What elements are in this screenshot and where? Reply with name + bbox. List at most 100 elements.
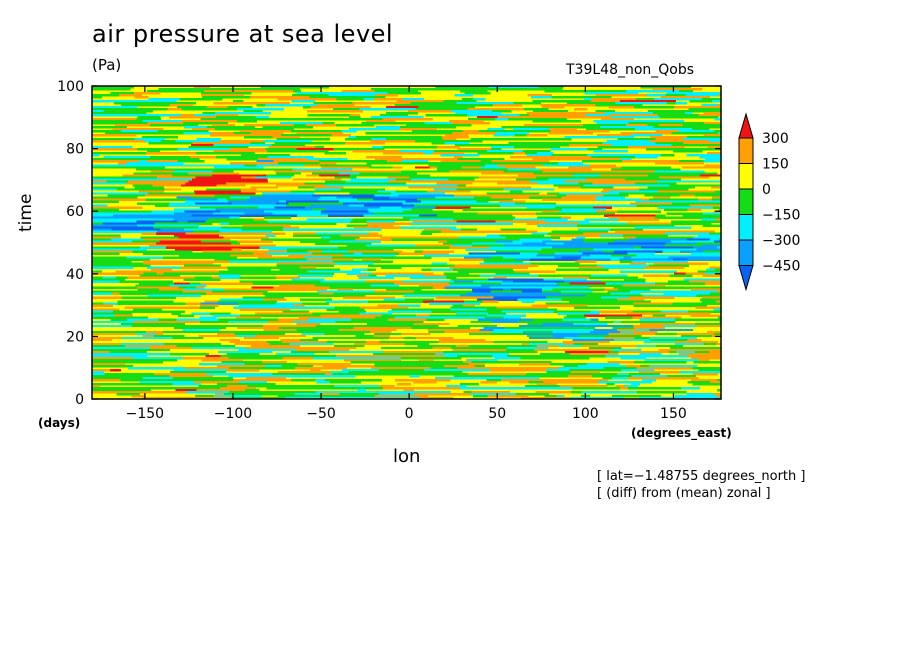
heatmap-cell <box>337 288 353 292</box>
heatmap-cell <box>720 294 721 298</box>
heatmap-cell <box>279 344 300 348</box>
heatmap-cell <box>173 170 213 173</box>
heatmap-cell <box>109 350 147 354</box>
heatmap-cell <box>193 380 240 384</box>
heatmap-cell <box>564 326 596 330</box>
heatmap-cell <box>196 370 227 374</box>
heatmap-cell <box>567 374 593 378</box>
heatmap-cell <box>711 100 721 103</box>
heatmap-cell <box>527 334 554 338</box>
heatmap-cell <box>450 278 489 282</box>
heatmap-cell <box>328 94 376 97</box>
heatmap-cell <box>566 314 585 318</box>
heatmap-cell <box>662 140 710 143</box>
heatmap-cell <box>488 278 544 282</box>
heatmap-cell <box>435 296 495 300</box>
heatmap-cell <box>680 250 704 253</box>
heatmap-cell <box>229 391 267 394</box>
heatmap-cell <box>491 320 520 324</box>
heatmap-cell <box>245 102 291 105</box>
heatmap-cell <box>416 324 439 328</box>
heatmap-cell <box>127 366 185 370</box>
heatmap-cell <box>228 200 280 203</box>
heatmap-cell <box>444 354 458 358</box>
heatmap-cell <box>213 395 262 398</box>
heatmap-cell <box>551 154 588 157</box>
heatmap-cell <box>281 340 328 344</box>
heatmap-cell <box>304 164 321 167</box>
heatmap-cell <box>541 198 597 201</box>
heatmap-cell <box>387 160 403 163</box>
heatmap-cell <box>517 174 574 177</box>
heatmap-cell <box>539 168 592 171</box>
heatmap-cell <box>110 318 128 322</box>
heatmap-cell <box>170 352 209 356</box>
heatmap-cell <box>412 332 431 336</box>
heatmap-cell <box>716 378 721 382</box>
heatmap-cell <box>629 290 685 294</box>
heatmap-cell <box>453 218 466 221</box>
heatmap-cell <box>196 90 205 93</box>
heatmap-cell <box>700 174 721 177</box>
heatmap-cell <box>404 370 454 374</box>
heatmap-cell <box>371 366 431 370</box>
heatmap-cell <box>577 228 612 231</box>
heatmap-cell <box>362 258 382 262</box>
heatmap-cell <box>698 358 710 362</box>
heatmap-cell <box>695 324 721 328</box>
heatmap-cell <box>230 214 281 217</box>
heatmap-cell <box>692 372 719 376</box>
heatmap-cell <box>134 138 165 141</box>
heatmap-cell <box>674 395 717 398</box>
heatmap-cell <box>640 198 650 201</box>
heatmap-cell <box>168 204 214 207</box>
heatmap-cell <box>669 184 715 187</box>
heatmap-cell <box>542 164 591 167</box>
heatmap-cell <box>620 158 632 161</box>
heatmap-cell <box>370 284 399 288</box>
heatmap-cell <box>132 184 154 187</box>
heatmap-cell <box>329 350 363 354</box>
heatmap-cell <box>467 108 525 111</box>
heatmap-cell <box>593 328 618 332</box>
heatmap-cell <box>153 372 207 376</box>
heatmap-cell <box>527 378 587 382</box>
heatmap-cell <box>206 378 235 382</box>
heatmap-cell <box>165 188 182 191</box>
heatmap-cell <box>704 164 721 167</box>
heatmap-cell <box>137 116 161 119</box>
heatmap-cell <box>545 302 580 306</box>
heatmap-cell <box>591 372 618 376</box>
heatmap-cell <box>617 210 661 213</box>
heatmap-cell <box>459 164 486 167</box>
heatmap-cell <box>377 304 399 308</box>
heatmap-cell <box>667 102 676 105</box>
heatmap-cell <box>177 148 231 151</box>
heatmap-cell <box>500 204 532 207</box>
heatmap-cell <box>687 352 721 356</box>
heatmap-cell <box>455 144 513 147</box>
heatmap-cell <box>296 148 335 151</box>
heatmap-cell <box>329 380 361 384</box>
heatmap-cell <box>570 370 600 374</box>
heatmap-cell <box>678 352 689 356</box>
heatmap-cell <box>441 136 469 139</box>
heatmap-cell <box>444 212 479 215</box>
heatmap-cell <box>201 240 238 243</box>
heatmap-cell <box>571 290 593 294</box>
heatmap-cell <box>621 166 672 169</box>
heatmap-cell <box>668 348 713 352</box>
heatmap-cell <box>348 136 357 139</box>
heatmap-cell <box>627 312 654 316</box>
heatmap-cell <box>443 272 469 276</box>
heatmap-cell <box>457 184 467 187</box>
heatmap-cell <box>438 340 494 344</box>
heatmap-cell <box>272 372 326 376</box>
heatmap-cell <box>238 348 297 352</box>
heatmap-cell <box>560 216 572 219</box>
heatmap-cell <box>427 328 480 332</box>
heatmap-cell <box>507 168 540 171</box>
heatmap-cell <box>607 178 626 181</box>
heatmap-cell <box>488 324 497 328</box>
heatmap-cell <box>293 234 316 237</box>
